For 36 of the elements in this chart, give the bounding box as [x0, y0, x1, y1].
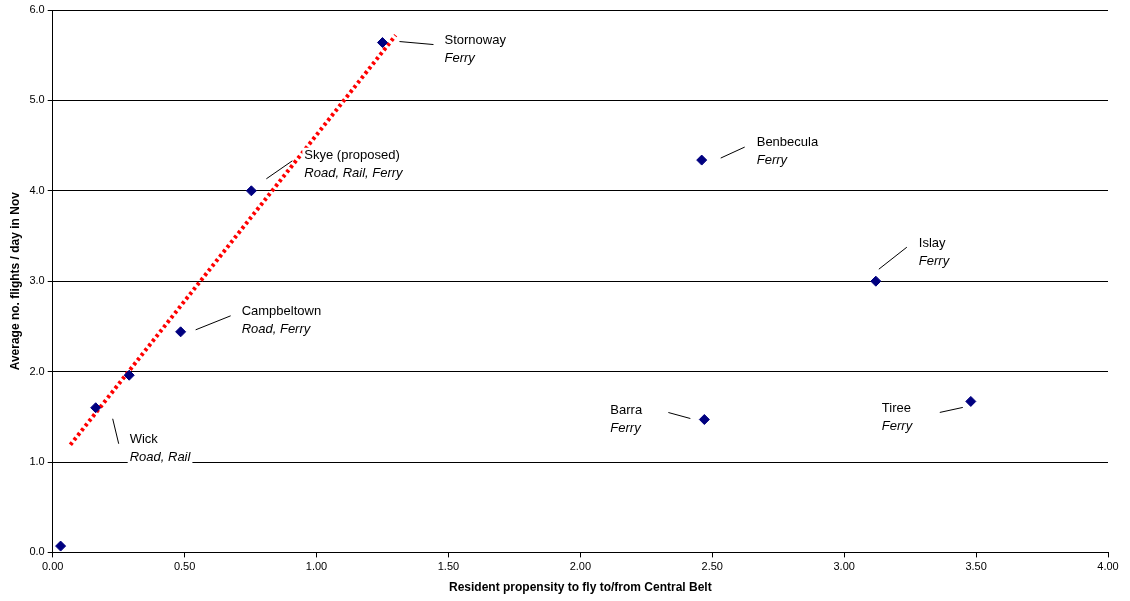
point [175, 326, 187, 338]
x-tick-label: 4.00 [1097, 560, 1119, 573]
x-tick-label: 1.00 [305, 560, 328, 573]
point [965, 395, 977, 407]
annotation: Benbecula Ferry [756, 134, 819, 168]
y-tick-label: 5.0 [29, 93, 45, 106]
annotation: Tiree Ferry [881, 399, 914, 433]
y-tick-label: 2.0 [29, 364, 45, 377]
x-tick-label: 0.50 [173, 560, 196, 573]
y-tick-label: 1.0 [29, 455, 45, 468]
x-tick-label: 2.00 [569, 560, 592, 573]
x-axis-title: Resident propensity to fly to/from Central Belt [448, 580, 712, 595]
annotation: Wick Road, Rail [129, 430, 192, 464]
x-tick-label: 3.00 [833, 560, 855, 573]
y-tick-label: 6.0 [29, 3, 45, 16]
annotation: Islay Ferry [918, 235, 951, 269]
point [698, 414, 710, 426]
y-tick-label: 0.0 [29, 545, 45, 558]
y-tick-label: 3.0 [29, 274, 45, 287]
point [696, 154, 708, 166]
x-tick-label: 2.50 [701, 560, 723, 573]
point [55, 540, 67, 552]
y-tick-label: 4.0 [29, 183, 45, 196]
annotation: Campbeltown Road, Ferry [241, 302, 322, 336]
annotation: Skye (proposed) Road, Rail, Ferry [304, 146, 405, 180]
x-tick-label: 1.50 [437, 560, 460, 573]
point [376, 37, 388, 49]
point [870, 275, 882, 287]
x-tick-label: 3.50 [965, 560, 987, 573]
point [123, 369, 135, 381]
annotation: Stornoway Ferry [444, 31, 507, 65]
x-tick-label: 0.00 [41, 560, 64, 573]
point [245, 185, 257, 197]
y-axis-title: Average no. flights / day in Nov [7, 191, 22, 371]
point [90, 402, 102, 414]
annotation: Barra Ferry [610, 401, 643, 435]
